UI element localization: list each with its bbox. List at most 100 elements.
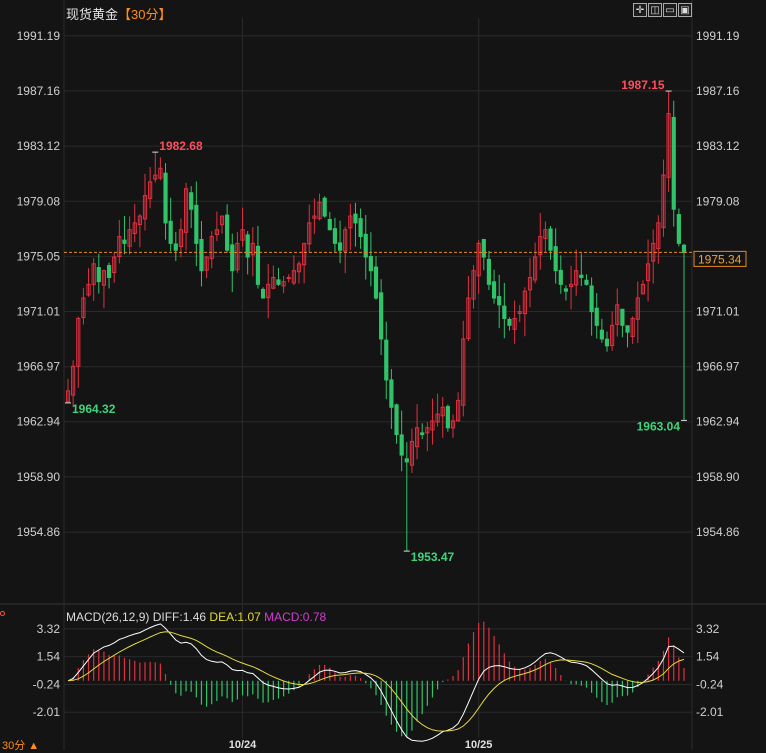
candle-body: [168, 220, 173, 244]
candle-body: [430, 420, 435, 431]
candle-body: [178, 229, 184, 247]
crosshair-icon[interactable]: ✛: [633, 3, 647, 17]
candle-body: [466, 297, 471, 339]
macd-tick-right: 3.32: [696, 622, 720, 636]
candle-body: [589, 285, 594, 313]
price-tick-left: 1962.94: [17, 415, 61, 429]
candle-body: [491, 281, 497, 299]
candle-body: [538, 236, 543, 256]
candle-body: [302, 242, 307, 266]
candle-body: [368, 256, 373, 272]
candle-body: [568, 283, 574, 288]
price-tick-right: 1962.94: [696, 415, 740, 429]
price-tick-left: 1975.05: [17, 249, 61, 263]
candle-body: [640, 283, 646, 295]
last-price-tag-box: [693, 250, 747, 267]
candle-body: [337, 242, 343, 251]
price-tick-left: 1966.97: [17, 360, 61, 374]
candle-body: [476, 242, 481, 277]
close-panel-icon[interactable]: ▣: [678, 3, 692, 17]
macd-tick-left: 3.32: [37, 622, 61, 636]
date-tick-label: 10/25: [465, 739, 493, 750]
macd-tick-right: -0.24: [696, 678, 724, 692]
candle-body: [507, 318, 512, 326]
candle-body: [456, 399, 461, 422]
candle-body: [461, 338, 466, 406]
candle-body: [148, 181, 153, 199]
price-tick-right: 1954.86: [696, 525, 740, 539]
price-tick-left: 1991.19: [17, 29, 61, 43]
period-tag[interactable]: 【30分】: [118, 7, 172, 22]
candle-body: [353, 213, 358, 224]
candle-body: [630, 317, 635, 338]
candle-body: [158, 167, 163, 179]
panel-pin-icon[interactable]: [0, 611, 5, 616]
macd-diff-line: [67, 623, 685, 742]
candle-body: [317, 201, 322, 220]
candle-body: [579, 274, 584, 279]
macd-dea-line: [67, 631, 685, 732]
candle-body: [486, 258, 492, 285]
price-tick-right: 1987.16: [696, 84, 740, 98]
macd-histogram-value: MACD:0.78: [264, 610, 327, 624]
candle-body: [291, 270, 296, 284]
high-price-label: 1987.15: [621, 78, 665, 92]
candle-body: [266, 283, 271, 299]
candle-body: [76, 317, 81, 367]
candle-body: [132, 222, 137, 234]
candle-body: [86, 283, 91, 296]
candle-body: [307, 222, 312, 245]
candle-body: [615, 304, 620, 325]
macd-tick-left: -2.01: [33, 705, 61, 719]
candle-body: [117, 236, 122, 257]
candle-body: [425, 427, 430, 434]
candle-body: [81, 297, 86, 319]
candle-body: [558, 269, 563, 285]
candle-body: [271, 277, 276, 289]
candle-body: [548, 228, 553, 251]
candle-body: [332, 228, 338, 244]
maximize-icon[interactable]: ◫: [648, 3, 662, 17]
candle-body: [450, 420, 456, 429]
candle-body: [404, 458, 409, 463]
candle-body: [512, 317, 517, 330]
candle-body: [373, 266, 379, 299]
high-price-label: 1982.68: [159, 139, 203, 153]
candle-body: [127, 229, 132, 247]
candle-body: [106, 265, 112, 279]
date-tick-label: 10/24: [229, 739, 257, 750]
candle-body: [440, 406, 445, 417]
candle-body: [481, 239, 486, 258]
candle-body: [173, 243, 178, 251]
macd-header: MACD(26,12,9) DIFF:1.46 DEA:1.07 MACD:0.…: [66, 610, 326, 624]
price-tick-right: 1979.08: [696, 194, 740, 208]
last-price-tag: 1975.34: [698, 252, 742, 266]
candle-body: [142, 195, 148, 220]
restore-icon[interactable]: ▭: [663, 3, 677, 17]
price-tick-left: 1971.01: [17, 305, 61, 319]
instrument-name: 现货黄金: [66, 7, 119, 22]
candle-body: [245, 234, 250, 258]
candle-body: [574, 270, 579, 286]
candle-body: [635, 297, 640, 320]
candle-body: [137, 215, 142, 226]
candle-body: [666, 113, 671, 178]
candle-body: [235, 242, 240, 271]
candle-body: [71, 365, 76, 396]
candle-body: [343, 229, 348, 252]
candle-body: [533, 256, 538, 281]
candle-body: [471, 270, 476, 300]
candle-body: [363, 233, 368, 258]
candle-body: [163, 172, 168, 224]
candle-body: [379, 292, 384, 340]
candle-body: [255, 245, 261, 285]
price-tick-left: 1983.12: [17, 139, 61, 153]
candle-body: [599, 329, 604, 340]
period-selector[interactable]: 30分 ▲: [2, 740, 40, 752]
low-price-label: 1953.47: [411, 550, 455, 564]
candle-body: [527, 277, 533, 291]
candle-body: [661, 174, 666, 229]
macd-tick-right: 1.54: [696, 650, 720, 664]
candle-body: [199, 238, 204, 272]
